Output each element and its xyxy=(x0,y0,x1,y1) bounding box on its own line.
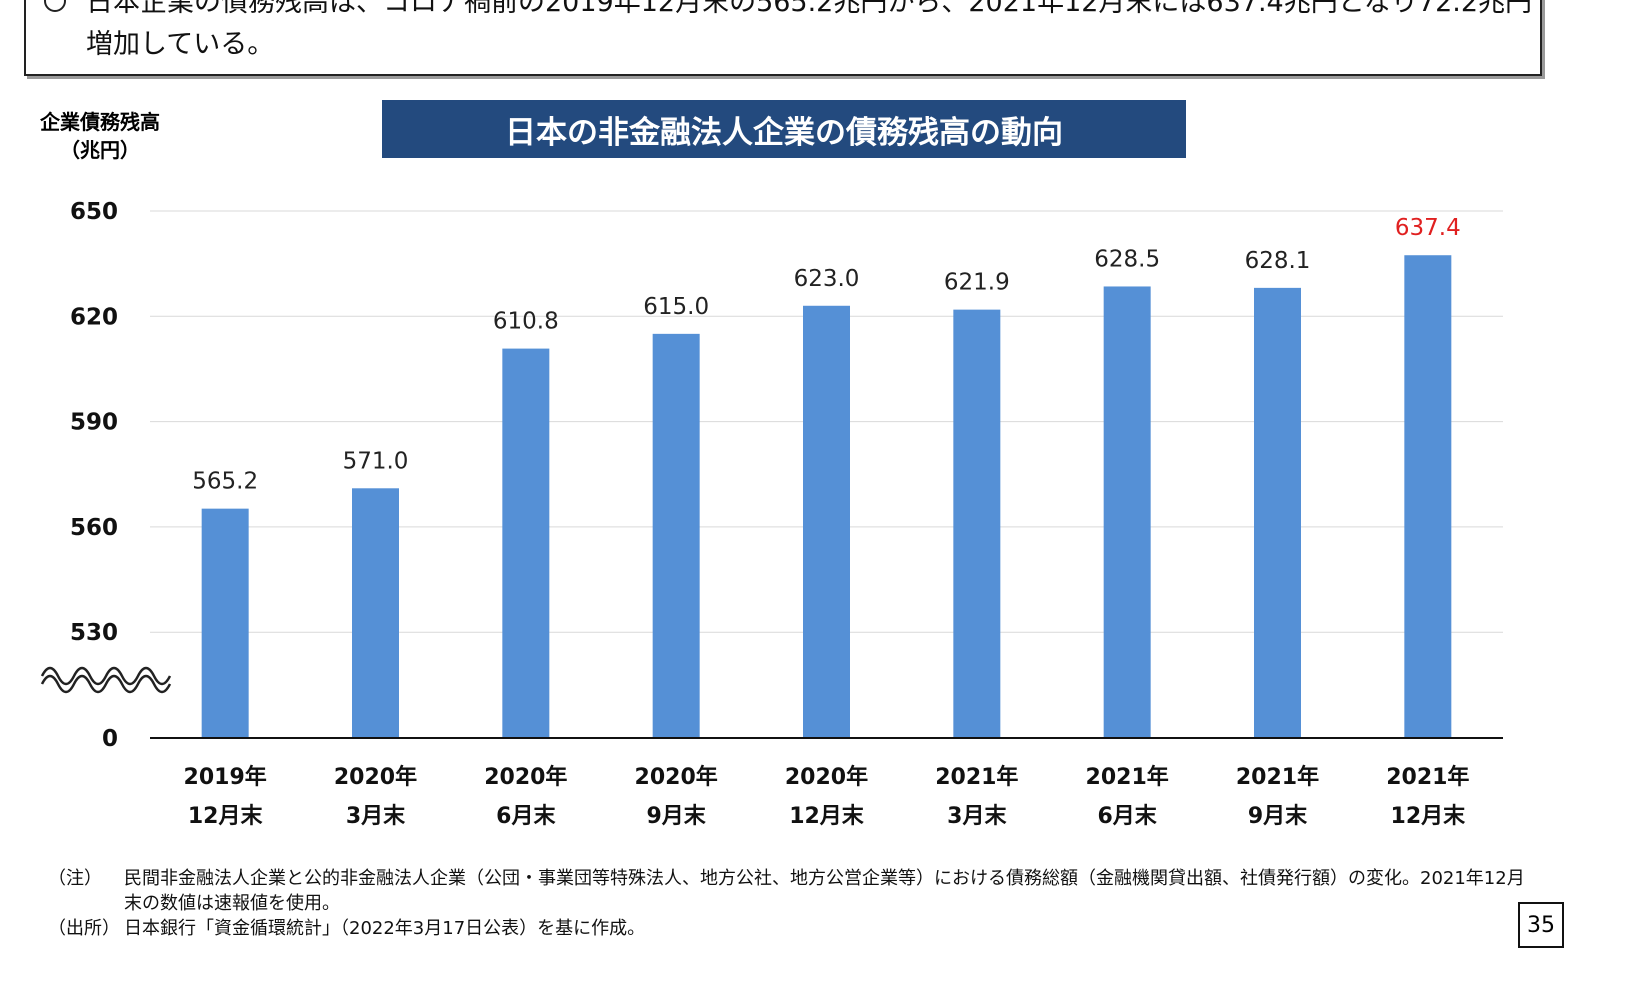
bar-chart: 650 620 590 560 530 0 565.2 2019年 12月末 571.0 2020年… xyxy=(40,199,1503,829)
x-tick-label-month: 9月末 xyxy=(647,804,707,829)
bar xyxy=(352,488,399,738)
data-label: 623.0 xyxy=(794,266,860,292)
bar xyxy=(953,309,1001,738)
x-tick-label-month: 3月末 xyxy=(947,804,1007,829)
y-tick-label: 530 xyxy=(70,620,118,646)
x-tick-label-month: 12月末 xyxy=(1391,804,1467,829)
x-tick-label-year: 2020年 xyxy=(334,764,417,790)
data-label: 571.0 xyxy=(343,448,409,474)
source-row: （出所） 日本銀行「資金循環統計」（2022年3月17日公表）を基に作成。 xyxy=(48,916,1538,941)
source-key: （出所） xyxy=(48,918,120,939)
y-tick-label: 650 xyxy=(70,199,118,225)
x-tick-label-month: 6月末 xyxy=(496,804,556,829)
y-tick-label: 620 xyxy=(70,304,118,330)
x-tick-label-month: 6月末 xyxy=(1098,804,1158,829)
x-tick-label-year: 2020年 xyxy=(484,764,567,790)
data-label: 610.8 xyxy=(493,309,559,335)
x-tick-label-month: 9月末 xyxy=(1248,804,1308,829)
y-axis-label-line-1: 企業債務残高 xyxy=(40,110,160,134)
x-tick-label-month: 12月末 xyxy=(789,804,865,829)
source-text: 日本銀行「資金循環統計」（2022年3月17日公表）を基に作成。 xyxy=(124,918,646,939)
bar xyxy=(652,333,700,738)
data-label: 628.5 xyxy=(1094,246,1160,272)
page-number: 35 xyxy=(1518,902,1564,948)
x-tick-label-year: 2021年 xyxy=(1386,764,1469,790)
bar xyxy=(1103,286,1151,738)
x-tick-label-year: 2021年 xyxy=(1236,764,1319,790)
y-tick-label: 0 xyxy=(102,726,118,752)
bar xyxy=(201,508,249,738)
x-tick-label-year: 2019年 xyxy=(184,764,267,790)
note-row: （注） 民間非金融法人企業と公的非金融法人企業（公団・事業団等特殊法人、地方公社… xyxy=(48,866,1538,916)
y-axis-label-line-2: （兆円） xyxy=(60,138,140,162)
data-label: 628.1 xyxy=(1245,248,1311,274)
chart-title: 日本の非金融法人企業の債務残高の動向 xyxy=(382,100,1186,158)
y-tick-label: 590 xyxy=(70,410,118,436)
bar xyxy=(502,348,550,738)
bar xyxy=(1404,255,1452,738)
note-key: （注） xyxy=(48,868,102,889)
bar xyxy=(803,305,850,738)
footnotes: （注） 民間非金融法人企業と公的非金融法人企業（公団・事業団等特殊法人、地方公社… xyxy=(48,866,1538,941)
x-tick-label-year: 2021年 xyxy=(1086,764,1169,790)
x-tick-label-year: 2021年 xyxy=(935,764,1018,790)
x-tick-label-month: 3月末 xyxy=(346,804,406,829)
summary-box: 日本企業の債務残高は、コロナ禍前の2019年12月末の565.2兆円から、202… xyxy=(24,0,1542,76)
x-tick-label-year: 2020年 xyxy=(785,764,868,790)
y-axis-label: 企業債務残高 （兆円） xyxy=(20,108,180,164)
axis-break-icon xyxy=(40,666,172,694)
data-label: 615.0 xyxy=(643,294,709,320)
bar xyxy=(1254,287,1301,738)
note-text: 民間非金融法人企業と公的非金融法人企業（公団・事業団等特殊法人、地方公社、地方公… xyxy=(124,868,1525,914)
data-label: 637.4 xyxy=(1395,215,1461,241)
x-tick-label-month: 12月末 xyxy=(188,804,264,829)
summary-text: 日本企業の債務残高は、コロナ禍前の2019年12月末の565.2兆円から、202… xyxy=(86,0,1533,60)
x-tick-label-year: 2020年 xyxy=(635,764,718,790)
y-tick-label: 560 xyxy=(70,515,118,541)
data-label: 621.9 xyxy=(944,270,1010,296)
data-label: 565.2 xyxy=(192,469,258,495)
